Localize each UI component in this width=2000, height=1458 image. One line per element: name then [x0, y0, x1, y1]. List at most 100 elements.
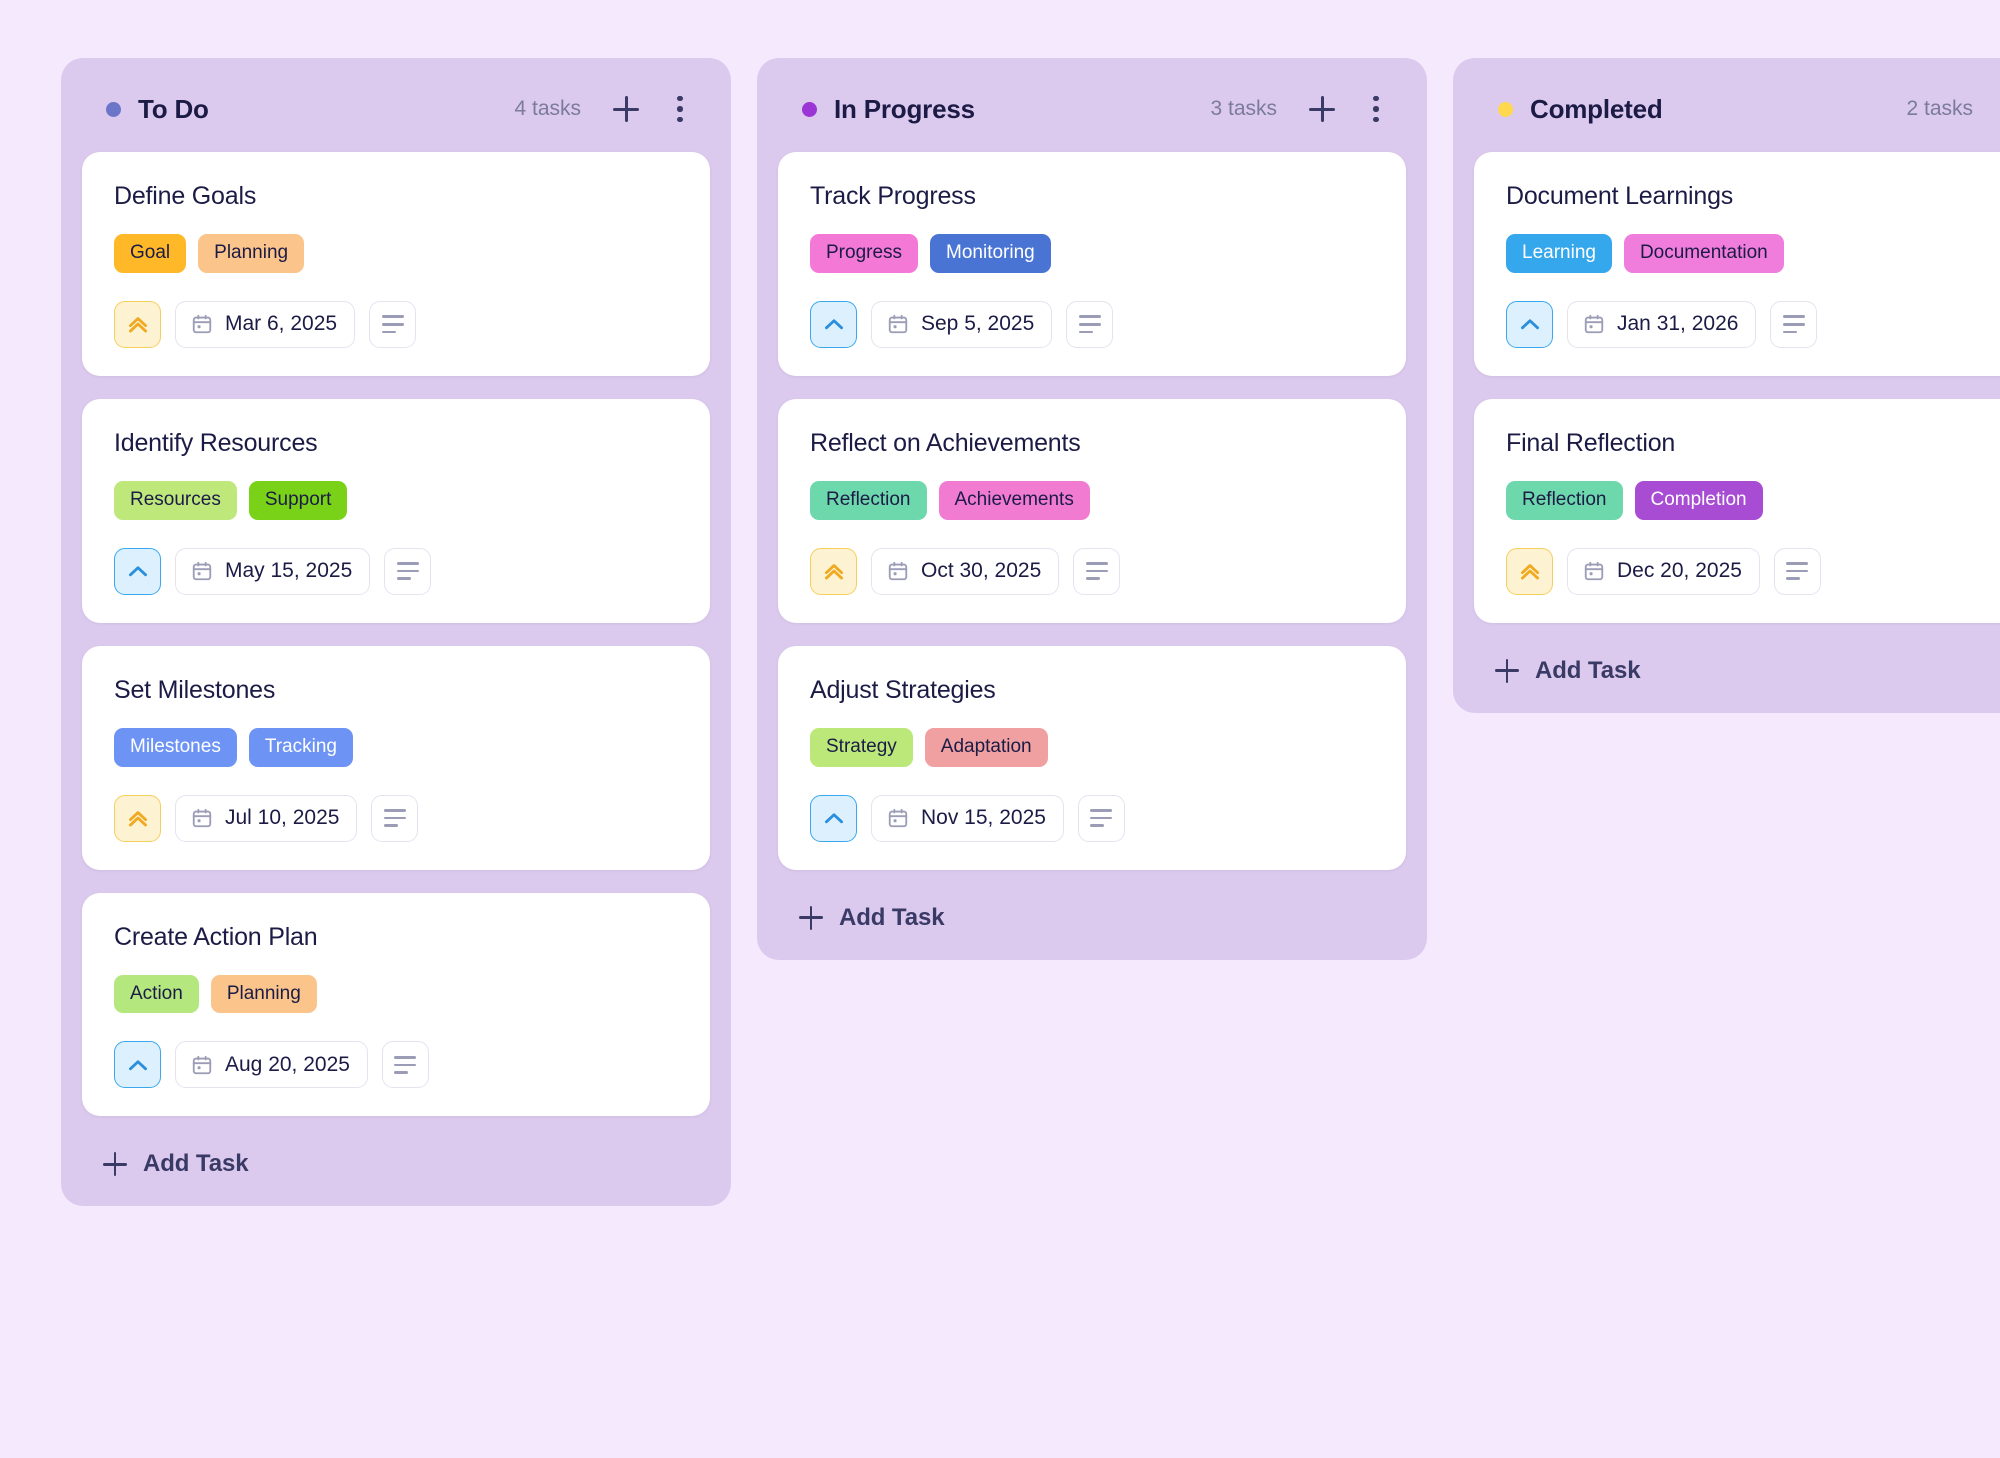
add-task-button[interactable]: Add Task — [61, 1116, 731, 1192]
plus-icon — [103, 1152, 127, 1177]
task-tag[interactable]: Tracking — [248, 727, 353, 767]
priority-medium-button[interactable] — [114, 547, 161, 595]
task-tag[interactable]: Milestones — [114, 727, 237, 767]
column-task-count: 3 tasks — [1210, 97, 1277, 120]
task-card[interactable]: Define Goals Goal Planning Mar 6, 2025 — [82, 152, 710, 376]
task-tag[interactable]: Progress — [810, 234, 919, 273]
priority-medium-button[interactable] — [810, 794, 857, 842]
task-card[interactable]: Set Milestones Milestones Tracking Jul 10, … — [82, 645, 710, 870]
priority-medium-button[interactable] — [114, 1041, 161, 1089]
description-button[interactable] — [1773, 547, 1821, 595]
priority-high-button[interactable] — [810, 547, 857, 595]
task-tag[interactable]: Planning — [198, 234, 305, 273]
description-button[interactable] — [1066, 300, 1114, 348]
description-lines-icon — [1782, 315, 1805, 334]
task-tag[interactable]: Strategy — [810, 727, 913, 767]
task-card[interactable]: Final Reflection Reflection Completion Dec … — [1474, 398, 2000, 623]
card-list: Define Goals Goal Planning Mar 6, 2025 Ident… — [61, 152, 731, 1117]
due-date-button[interactable]: Dec 20, 2025 — [1567, 547, 1760, 595]
due-date-text: Nov 15, 2025 — [921, 806, 1046, 830]
description-button[interactable] — [381, 1041, 429, 1089]
task-tags: Strategy Adaptation — [810, 727, 1374, 767]
description-button[interactable] — [369, 300, 417, 348]
priority-high-button[interactable] — [114, 794, 161, 842]
task-title: Identify Resources — [114, 428, 318, 457]
task-card[interactable]: Identify Resources Resources Support May 15… — [82, 398, 710, 623]
calendar-icon — [191, 313, 213, 335]
description-lines-icon — [383, 809, 406, 827]
priority-high-button[interactable] — [114, 300, 161, 348]
calendar-icon — [1583, 313, 1605, 335]
description-lines-icon — [396, 562, 419, 581]
column-status-dot — [802, 101, 817, 117]
plus-icon — [613, 96, 639, 122]
task-title: Reflect on Achievements — [810, 428, 1081, 457]
priority-medium-button[interactable] — [1506, 300, 1553, 348]
task-title: Set Milestones — [114, 675, 276, 704]
description-button[interactable] — [371, 794, 419, 842]
task-tag[interactable]: Monitoring — [930, 234, 1051, 273]
add-card-button[interactable] — [609, 92, 643, 126]
column-header: In Progress 3 tasks — [757, 58, 1427, 152]
priority-high-button[interactable] — [1506, 547, 1553, 595]
description-button[interactable] — [1770, 300, 1818, 348]
due-date-button[interactable]: Oct 30, 2025 — [871, 547, 1060, 595]
task-tag[interactable]: Adaptation — [924, 727, 1048, 767]
description-button[interactable] — [384, 547, 432, 595]
task-card[interactable]: Create Action Plan Action Planning Aug 20, … — [82, 892, 710, 1117]
plus-icon — [1495, 658, 1519, 683]
column-menu-button[interactable] — [1359, 92, 1393, 126]
calendar-icon — [1583, 560, 1605, 582]
more-vertical-icon — [1373, 95, 1379, 123]
task-card[interactable]: Document Learnings Learning Documentation J… — [1474, 152, 2000, 376]
description-button[interactable] — [1073, 547, 1121, 595]
task-title: Document Learnings — [1506, 182, 1734, 210]
calendar-icon — [191, 1054, 213, 1076]
due-date-button[interactable]: Mar 6, 2025 — [175, 300, 356, 348]
due-date-button[interactable]: Jan 31, 2026 — [1567, 300, 1757, 348]
task-tag[interactable]: Documentation — [1623, 234, 1784, 273]
task-footer: Sep 5, 2025 — [810, 300, 1374, 348]
column-status-dot — [1498, 101, 1513, 117]
calendar-icon — [191, 560, 213, 582]
task-tag[interactable]: Reflection — [1506, 480, 1623, 520]
calendar-icon — [887, 313, 909, 335]
task-tag[interactable]: Planning — [210, 974, 317, 1014]
task-tags: Action Planning — [114, 974, 678, 1014]
column-status-dot — [106, 101, 121, 117]
column-menu-button[interactable] — [663, 92, 697, 126]
due-date-text: Mar 6, 2025 — [225, 312, 338, 336]
add-task-button[interactable]: Add Task — [1453, 623, 2000, 699]
kanban-board: To Do 4 tasks Define Goals Goal Planning Mar … — [61, 58, 2000, 1207]
card-list: Document Learnings Learning Documentation J… — [1453, 152, 2000, 623]
task-title: Final Reflection — [1506, 428, 1676, 457]
column-title: Completed — [1530, 93, 1663, 124]
due-date-text: Oct 30, 2025 — [921, 559, 1042, 583]
task-tag[interactable]: Reflection — [810, 480, 927, 520]
description-lines-icon — [1090, 809, 1113, 827]
due-date-button[interactable]: Aug 20, 2025 — [175, 1041, 368, 1089]
due-date-text: May 15, 2025 — [225, 559, 353, 583]
priority-medium-button[interactable] — [810, 300, 857, 348]
task-tag[interactable]: Learning — [1506, 234, 1612, 273]
task-tag[interactable]: Goal — [114, 234, 187, 273]
task-card[interactable]: Track Progress Progress Monitoring Sep 5, 2… — [778, 152, 1406, 376]
due-date-button[interactable]: May 15, 2025 — [175, 547, 371, 595]
task-tag[interactable]: Resources — [114, 480, 237, 520]
task-title: Define Goals — [114, 182, 257, 210]
task-tags: Resources Support — [114, 480, 678, 520]
task-card[interactable]: Reflect on Achievements Reflection Achieve… — [778, 398, 1406, 623]
due-date-button[interactable]: Jul 10, 2025 — [175, 794, 358, 842]
due-date-button[interactable]: Sep 5, 2025 — [871, 300, 1053, 348]
task-tag[interactable]: Completion — [1634, 480, 1763, 520]
task-footer: Aug 20, 2025 — [114, 1041, 678, 1089]
due-date-button[interactable]: Nov 15, 2025 — [871, 794, 1064, 842]
task-tag[interactable]: Action — [114, 974, 199, 1014]
add-task-label: Add Task — [1535, 656, 1641, 684]
add-card-button[interactable] — [1305, 92, 1339, 126]
add-task-button[interactable]: Add Task — [757, 870, 1427, 946]
description-button[interactable] — [1077, 794, 1125, 842]
task-tag[interactable]: Support — [248, 480, 348, 520]
task-tag[interactable]: Achievements — [938, 480, 1090, 520]
task-card[interactable]: Adjust Strategies Strategy Adaptation Nov 1… — [778, 645, 1406, 870]
